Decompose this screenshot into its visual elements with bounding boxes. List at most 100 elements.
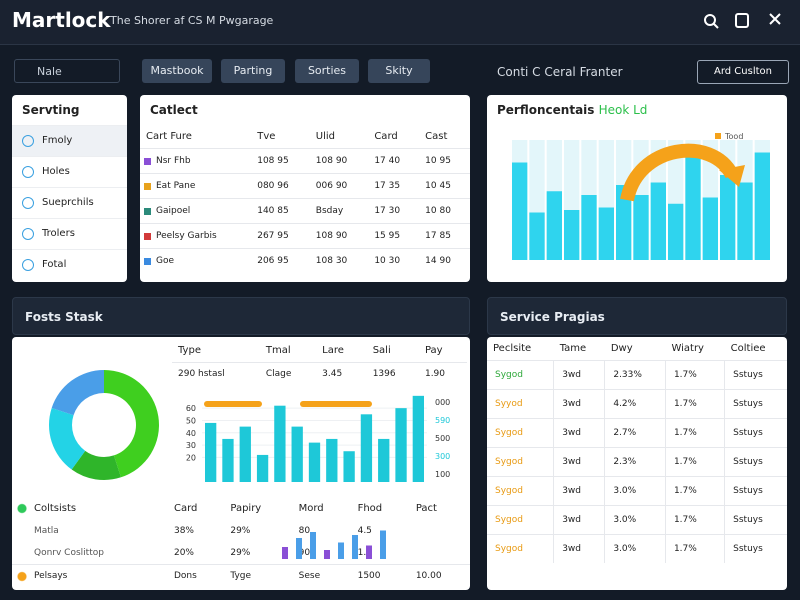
cell: 10 45 bbox=[419, 173, 470, 199]
spark-bar bbox=[352, 535, 358, 559]
column-header: Tve bbox=[257, 131, 276, 142]
cell: 108 30 bbox=[309, 248, 369, 273]
bar bbox=[378, 438, 390, 482]
cell: 29% bbox=[230, 526, 251, 536]
range-bar bbox=[300, 401, 372, 407]
page-selector[interactable]: The Shorer af CS M Pwgarage bbox=[110, 14, 274, 27]
list-row: Qonrv Coslittop 20% 29% 90 1.5 bbox=[12, 542, 470, 565]
search-box[interactable]: Nale bbox=[14, 59, 120, 83]
sidebar-item[interactable]: Sueprchils bbox=[12, 187, 127, 218]
performance-title: Perfloncentais Heok Ld bbox=[487, 95, 787, 125]
header-row: Cart Fure Tve Ulid Card Cast bbox=[140, 125, 470, 149]
spark-bar bbox=[366, 545, 372, 559]
tab[interactable]: Sorties bbox=[295, 59, 359, 83]
row: Syyod 3wd 4.2% 1.7% Sstuys bbox=[487, 389, 787, 419]
cell: 3wd bbox=[553, 389, 605, 419]
cell: Sygod bbox=[487, 360, 554, 390]
bar bbox=[702, 197, 718, 260]
performance-chart: Tood bbox=[512, 132, 770, 260]
cell: 29% bbox=[230, 548, 251, 558]
cell: 4.2% bbox=[604, 389, 666, 419]
cell: 1.5 bbox=[357, 548, 372, 558]
column-header: Tmal bbox=[265, 345, 291, 356]
services-title: Service Pragias bbox=[500, 310, 605, 324]
bar bbox=[395, 408, 407, 482]
cell: 1.7% bbox=[664, 534, 725, 563]
cell: 140 85 bbox=[251, 198, 310, 224]
add-button[interactable]: Ard Cuslton bbox=[697, 60, 789, 84]
cell: Sstuys bbox=[724, 534, 787, 563]
cell: Eat Pane bbox=[140, 173, 252, 199]
sidebar-item[interactable]: Fotal bbox=[12, 249, 127, 280]
bar bbox=[581, 195, 597, 260]
cell: Sstuys bbox=[724, 418, 787, 448]
header-row: Type Tmal Lare Sali Pay bbox=[172, 339, 467, 363]
bar bbox=[754, 152, 770, 260]
y-tick-label: 40 bbox=[186, 429, 196, 438]
column-header: Sali bbox=[372, 345, 391, 356]
column-header: Dwy bbox=[610, 343, 633, 354]
footer-row: Pelsays Dons Tyge Sese 1500 10.00 bbox=[12, 564, 470, 587]
cell: 3.0% bbox=[604, 534, 666, 563]
cell: 3wd bbox=[553, 360, 605, 390]
cell: Qonrv Coslittop bbox=[34, 548, 104, 558]
search-icon[interactable] bbox=[704, 14, 716, 26]
tab[interactable]: Skity bbox=[368, 59, 430, 83]
row: Sygod 3wd 3.0% 1.7% Sstuys bbox=[487, 476, 787, 506]
cell: 2.33% bbox=[604, 360, 666, 390]
bar bbox=[720, 175, 736, 260]
tab[interactable]: Parting bbox=[221, 59, 285, 83]
column-header: Ulid bbox=[315, 131, 336, 142]
right-axis-label: 300 bbox=[435, 452, 450, 461]
bar bbox=[256, 454, 269, 482]
close-icon[interactable] bbox=[769, 13, 781, 25]
bar bbox=[326, 438, 338, 482]
sidebar-item[interactable]: Trolers bbox=[12, 218, 127, 249]
toolbar-caption: Conti C Ceral Franter bbox=[497, 65, 623, 79]
column-header: Peclsite bbox=[493, 343, 532, 354]
cell: 10 30 bbox=[368, 248, 420, 273]
cell: Bsday bbox=[309, 198, 369, 224]
header-row: Coltsists Card Papiry Mord Fhod Pact bbox=[12, 497, 470, 520]
sidebar-item[interactable]: Fmoly bbox=[12, 125, 127, 156]
cell: Tyge bbox=[224, 564, 293, 587]
donut-segment bbox=[51, 370, 104, 416]
bar bbox=[616, 185, 632, 260]
cell: 17 30 bbox=[368, 198, 420, 224]
donut-segment bbox=[71, 450, 121, 480]
column-header: Papiry bbox=[230, 503, 262, 514]
spark-bar bbox=[338, 542, 344, 559]
cell: 290 hstasl bbox=[172, 362, 260, 385]
arc-head bbox=[719, 165, 745, 187]
tab[interactable]: Mastbook bbox=[142, 59, 212, 83]
performance-tag: Heok Ld bbox=[598, 103, 648, 117]
trend-arc bbox=[620, 143, 739, 202]
share-icon[interactable] bbox=[735, 13, 749, 28]
column-header: Wiatry bbox=[671, 343, 704, 354]
sidebar-item[interactable]: Holes bbox=[12, 156, 127, 187]
bar bbox=[360, 414, 373, 482]
column-header: Mord bbox=[298, 503, 324, 514]
right-axis-label: 500 bbox=[435, 434, 450, 443]
bar bbox=[685, 147, 701, 260]
legend-label: Tood bbox=[724, 132, 743, 141]
range-bar bbox=[204, 401, 262, 407]
cell: Sygod bbox=[487, 418, 554, 448]
cell: 006 90 bbox=[309, 173, 369, 199]
cell: 1500 bbox=[351, 564, 410, 587]
cell: 4.5 bbox=[357, 526, 372, 536]
table: Type Tmal Lare Sali Pay 290 hstasl Clage 3.45 13… bbox=[172, 339, 467, 385]
cell: Sygod bbox=[487, 476, 554, 506]
cell: Gaipoel bbox=[140, 198, 252, 224]
bar bbox=[239, 426, 251, 482]
column-header: Card bbox=[173, 503, 198, 514]
cell: 3wd bbox=[553, 534, 605, 563]
cell: 15 95 bbox=[368, 223, 420, 249]
y-tick-label: 60 bbox=[186, 404, 196, 413]
cell: 1.7% bbox=[664, 505, 725, 535]
posts-panel: 60 50 40 30 20 000 590 500 300 100 Type Tmal Lare Sa… bbox=[12, 337, 470, 590]
legend-swatch bbox=[715, 133, 721, 139]
cell: 80 bbox=[298, 526, 311, 536]
cell: 3.45 bbox=[316, 362, 367, 385]
column-header: Coltsists bbox=[12, 497, 168, 520]
